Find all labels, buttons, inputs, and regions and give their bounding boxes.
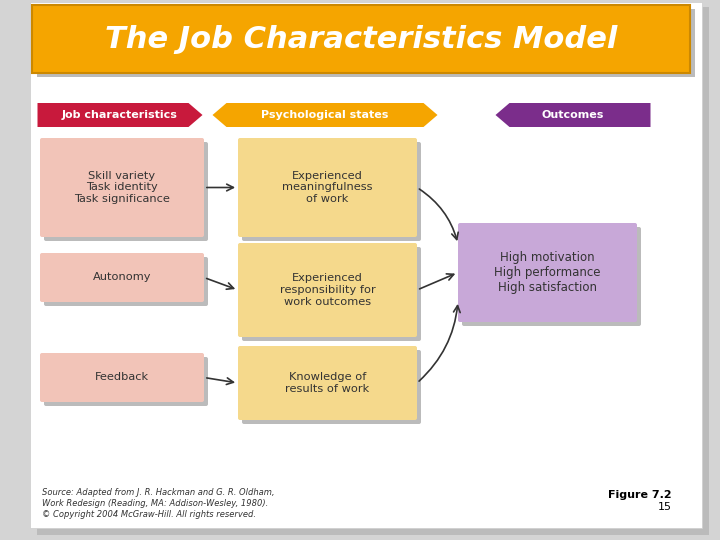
Text: Figure 7.2: Figure 7.2	[608, 490, 672, 500]
FancyBboxPatch shape	[37, 7, 709, 535]
Text: The Job Characteristics Model: The Job Characteristics Model	[105, 24, 617, 53]
Text: Knowledge of
results of work: Knowledge of results of work	[285, 372, 369, 394]
Text: Job characteristics: Job characteristics	[62, 110, 178, 120]
Text: Source: Adapted from J. R. Hackman and G. R. Oldham,: Source: Adapted from J. R. Hackman and G…	[42, 488, 274, 497]
FancyBboxPatch shape	[40, 353, 204, 402]
Polygon shape	[37, 103, 202, 127]
FancyBboxPatch shape	[44, 357, 208, 406]
Text: © Copyright 2004 McGraw-Hill. All rights reserved.: © Copyright 2004 McGraw-Hill. All rights…	[42, 510, 256, 519]
Text: Experienced
meaningfulness
of work: Experienced meaningfulness of work	[282, 171, 373, 204]
FancyBboxPatch shape	[238, 346, 417, 420]
FancyBboxPatch shape	[44, 257, 208, 306]
FancyBboxPatch shape	[40, 253, 204, 302]
Text: Skill variety
Task identity
Task significance: Skill variety Task identity Task signifi…	[74, 171, 170, 204]
FancyBboxPatch shape	[37, 9, 695, 77]
FancyBboxPatch shape	[242, 142, 421, 241]
Text: Feedback: Feedback	[95, 373, 149, 382]
Polygon shape	[212, 103, 438, 127]
Text: Experienced
responsibility for
work outcomes: Experienced responsibility for work outc…	[279, 273, 375, 307]
Text: High motivation
High performance
High satisfaction: High motivation High performance High sa…	[494, 251, 600, 294]
FancyBboxPatch shape	[242, 247, 421, 341]
FancyBboxPatch shape	[458, 223, 637, 322]
FancyBboxPatch shape	[40, 138, 204, 237]
FancyBboxPatch shape	[44, 142, 208, 241]
FancyBboxPatch shape	[238, 138, 417, 237]
Text: Autonomy: Autonomy	[93, 273, 151, 282]
Polygon shape	[495, 103, 650, 127]
FancyBboxPatch shape	[30, 2, 702, 528]
Text: 15: 15	[658, 502, 672, 512]
Text: Outcomes: Outcomes	[542, 110, 604, 120]
Text: Psychological states: Psychological states	[261, 110, 389, 120]
FancyBboxPatch shape	[462, 227, 641, 326]
FancyBboxPatch shape	[32, 5, 690, 73]
FancyBboxPatch shape	[238, 243, 417, 337]
Text: Work Redesign (Reading, MA: Addison-Wesley, 1980).: Work Redesign (Reading, MA: Addison-Wesl…	[42, 499, 269, 508]
FancyBboxPatch shape	[242, 350, 421, 424]
